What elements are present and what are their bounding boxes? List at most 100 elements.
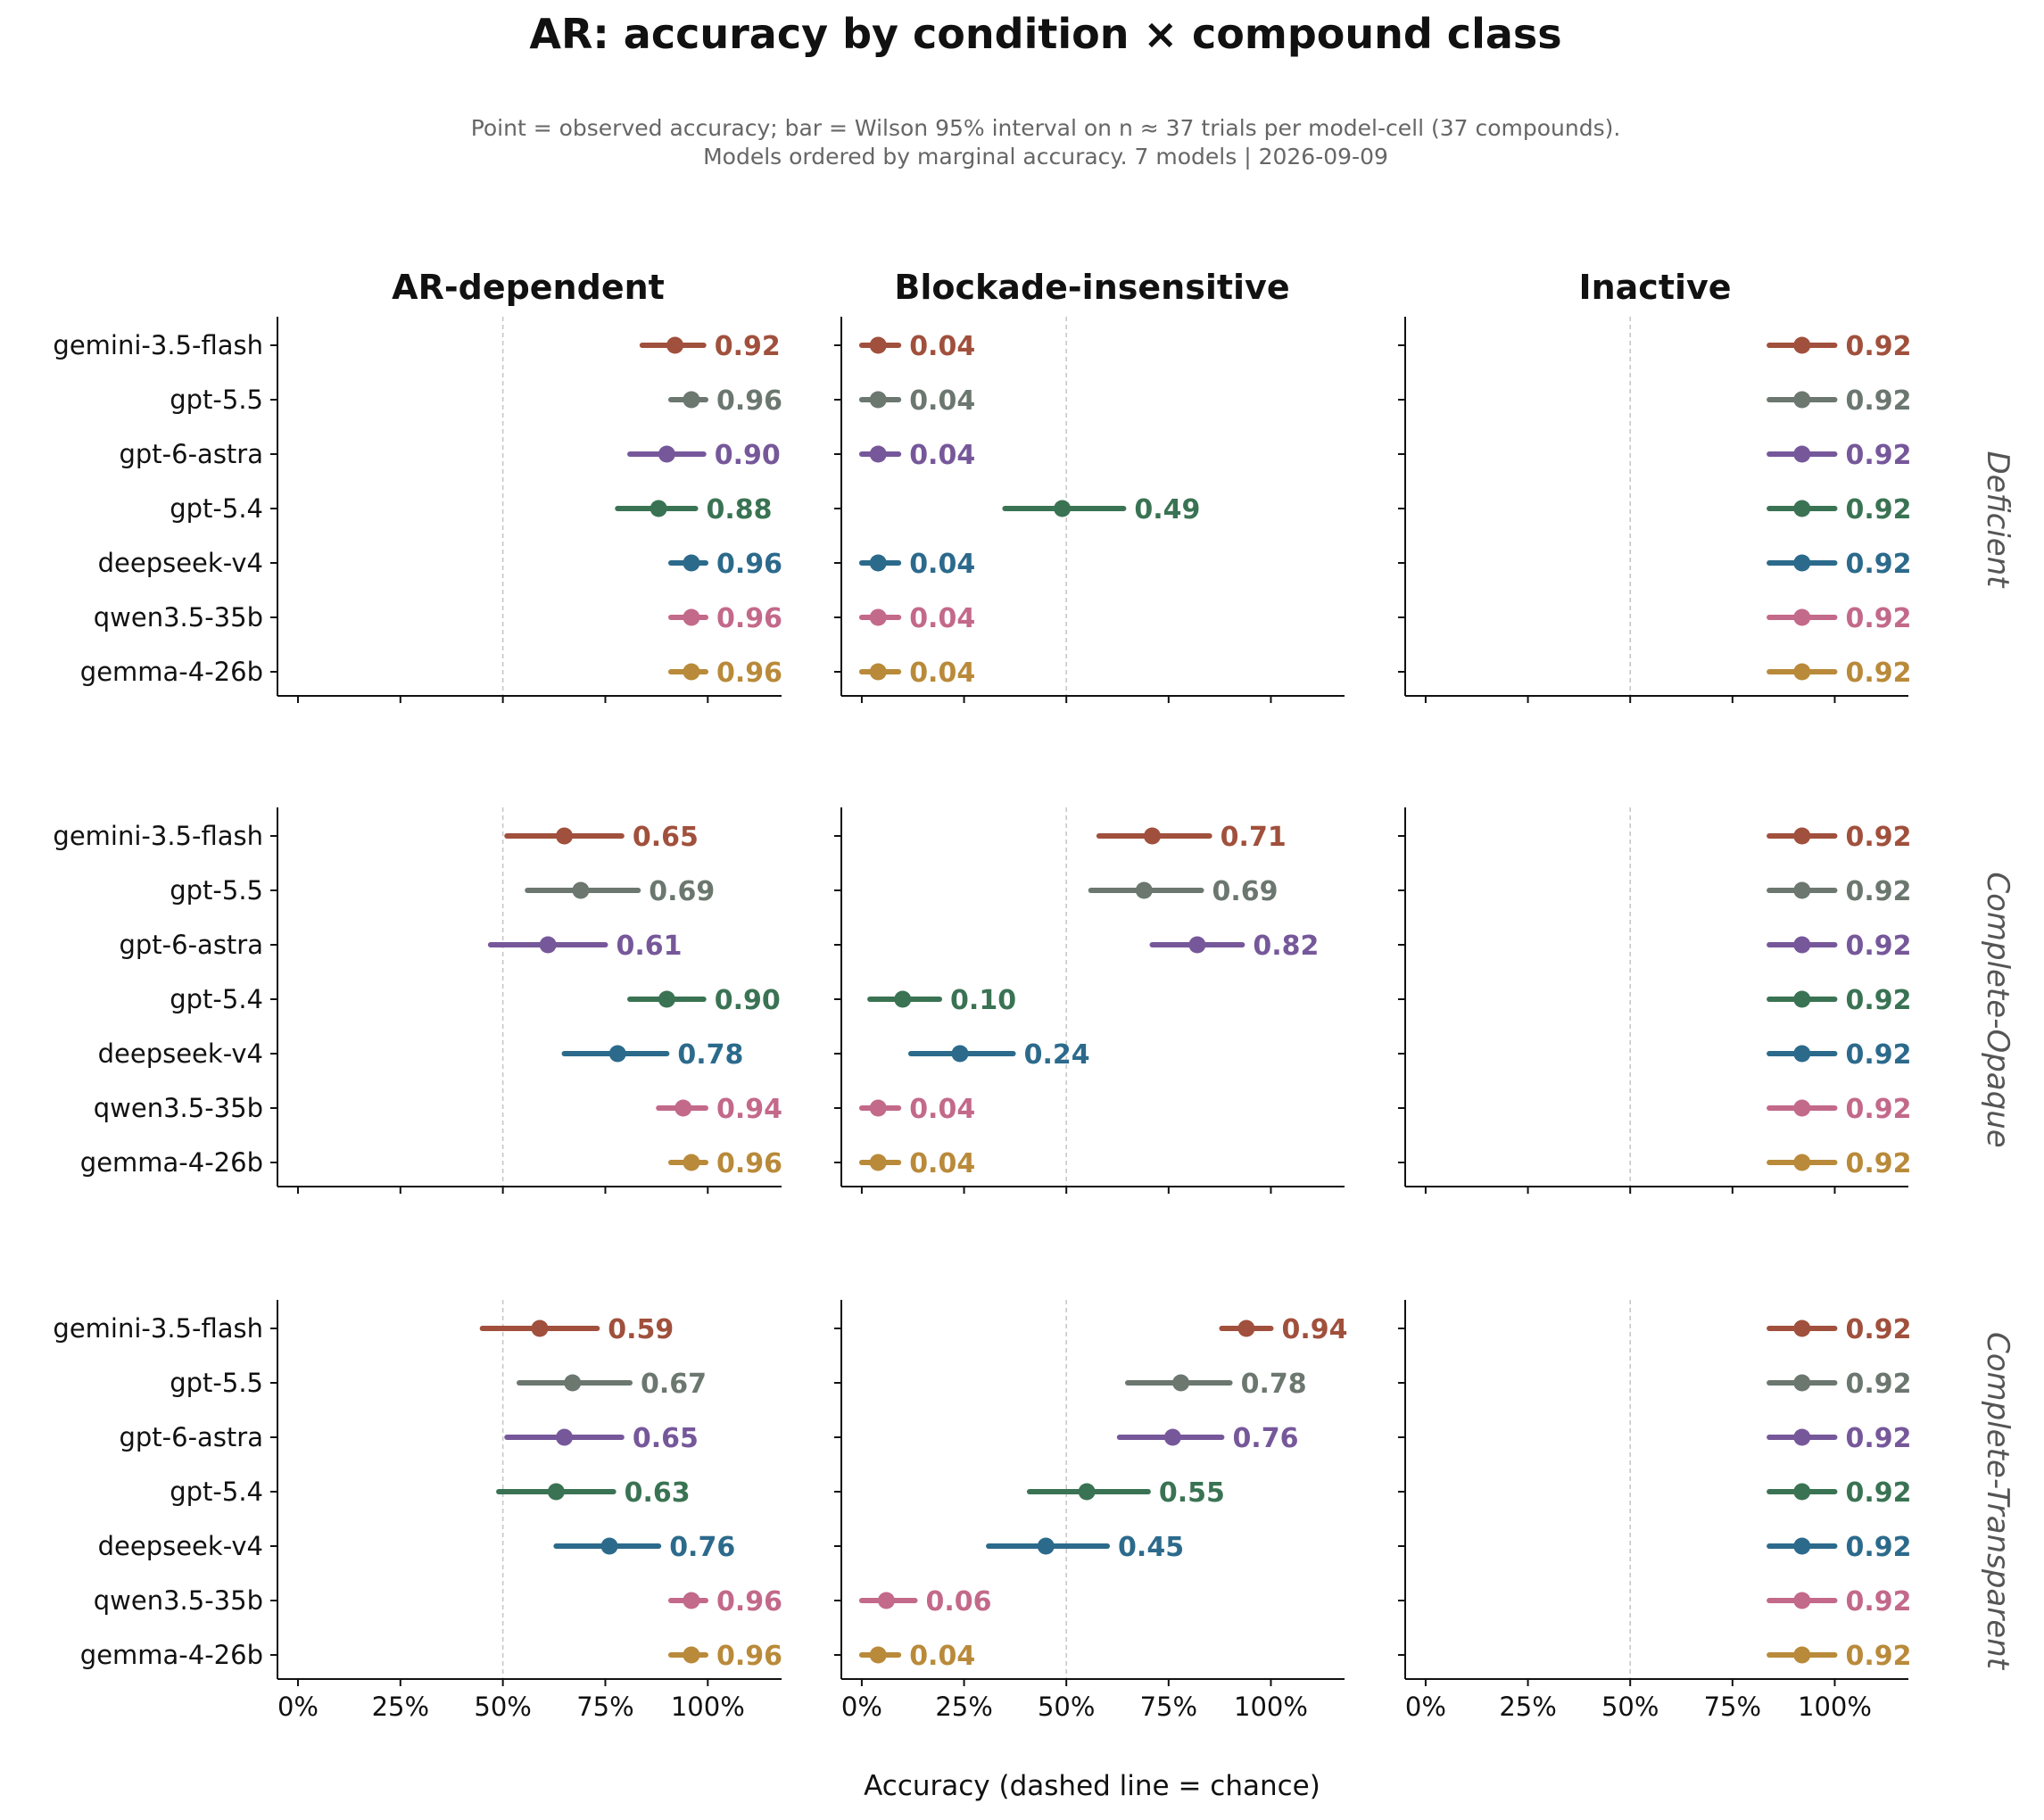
panel-deficient-ar-dependent-y-label-gpt-6-astra: gpt-6-astra: [119, 439, 263, 469]
panel-complete-opaque-inactive-value-label-gemini-3-5-flash: 0.92: [1845, 822, 1911, 853]
panel-complete-opaque-ar-dependent-point-deepseek-v4: [608, 1045, 626, 1063]
panel-deficient-inactive-point-gemma-4-26b: [1793, 663, 1811, 681]
panel-complete-transparent-blockade-insensitive-point-gpt-6-astra: [1163, 1428, 1181, 1446]
panel-deficient-ar-dependent-point-gpt-5-4: [650, 500, 667, 517]
panel-complete-opaque-ar-dependent-value-label-gemini-3-5-flash: 0.65: [633, 822, 699, 853]
panel-deficient-inactive-point-gpt-5-4: [1793, 500, 1811, 517]
panel-complete-transparent-blockade-insensitive-x-tick-label-0: 0%: [841, 1692, 882, 1722]
panel-complete-opaque-ar-dependent-y-label-gemini-3-5-flash: gemini-3.5-flash: [53, 821, 263, 851]
panel-complete-opaque-blockade-insensitive-value-label-deepseek-v4: 0.24: [1024, 1039, 1090, 1071]
chart-title: AR: accuracy by condition × compound cla…: [529, 10, 1561, 58]
panel-complete-transparent-ar-dependent-x-tick-label-4: 100%: [671, 1692, 745, 1722]
panel-complete-transparent-ar-dependent-value-label-gemini-3-5-flash: 0.59: [608, 1314, 674, 1345]
panel-complete-opaque-inactive-point-deepseek-v4: [1793, 1045, 1811, 1063]
panel-complete-transparent-inactive-value-label-gpt-5-4: 0.92: [1845, 1477, 1911, 1509]
panel-complete-transparent-ar-dependent-value-label-gemma-4-26b: 0.96: [716, 1641, 782, 1672]
panel-complete-opaque-inactive-value-label-gemma-4-26b: 0.92: [1845, 1148, 1911, 1179]
panel-complete-transparent-inactive-point-gemma-4-26b: [1793, 1646, 1811, 1664]
panel-complete-opaque-inactive-point-gpt-5-5: [1793, 881, 1811, 899]
panel-complete-transparent-blockade-insensitive-value-label-deepseek-v4: 0.45: [1118, 1532, 1184, 1563]
panel-complete-opaque-inactive-point-qwen3-5-35b: [1793, 1099, 1811, 1117]
panel-complete-opaque-ar-dependent-y-label-gpt-5-5: gpt-5.5: [170, 875, 263, 906]
panel-deficient-blockade-insensitive-value-label-gpt-5-5: 0.04: [909, 385, 975, 417]
panel-deficient-blockade-insensitive-value-label-deepseek-v4: 0.04: [909, 549, 975, 580]
panel-deficient-ar-dependent-value-label-gemma-4-26b: 0.96: [716, 658, 782, 689]
panel-deficient-ar-dependent-point-gemma-4-26b: [683, 663, 700, 681]
panel-complete-opaque-blockade-insensitive-point-gemini-3-5-flash: [1143, 827, 1161, 845]
panel-deficient-ar-dependent-y-label-gpt-5-4: gpt-5.4: [170, 493, 263, 524]
panel-complete-transparent-inactive-x-tick-label-4: 100%: [1798, 1692, 1872, 1722]
panel-deficient-inactive-value-label-gemma-4-26b: 0.92: [1845, 658, 1911, 689]
panel-complete-transparent-inactive: 0% 25% 50% 75% 100% 0.92 0.92 0.92 0.92 0.92 0.92 0…: [1398, 1300, 1911, 1722]
panel-complete-transparent-inactive-point-gemini-3-5-flash: [1793, 1320, 1811, 1337]
panel-complete-transparent-blockade-insensitive-x-tick-label-2: 50%: [1038, 1692, 1095, 1722]
panel-complete-opaque-ar-dependent-y-label-gpt-6-astra: gpt-6-astra: [119, 930, 263, 960]
panel-complete-opaque-blockade-insensitive-point-gpt-5-5: [1135, 881, 1153, 899]
panel-deficient-ar-dependent-point-deepseek-v4: [683, 554, 700, 572]
panel-deficient-ar-dependent-point-gpt-5-5: [683, 391, 700, 409]
panel-deficient-ar-dependent-point-gpt-6-astra: [658, 445, 675, 463]
panel-complete-transparent-ar-dependent-y-label-deepseek-v4: deepseek-v4: [98, 1531, 263, 1561]
panel-complete-transparent-inactive-x-tick-label-0: 0%: [1405, 1692, 1446, 1722]
facet-panels: gemini-3.5-flash 0.92 gpt-5.5 0.96 gpt-6-ast…: [53, 317, 1911, 1722]
panel-complete-transparent-blockade-insensitive-point-qwen3-5-35b: [877, 1592, 895, 1609]
panel-complete-opaque-ar-dependent-y-label-gemma-4-26b: gemma-4-26b: [80, 1147, 263, 1178]
panel-complete-opaque-ar-dependent-point-gemma-4-26b: [683, 1154, 700, 1171]
panel-complete-opaque-ar-dependent-value-label-gpt-5-5: 0.69: [649, 876, 715, 907]
panel-complete-opaque-ar-dependent-value-label-deepseek-v4: 0.78: [677, 1039, 743, 1071]
panel-complete-opaque-ar-dependent-point-gpt-5-4: [658, 990, 675, 1008]
panel-complete-transparent-ar-dependent-value-label-gpt-5-5: 0.67: [641, 1369, 707, 1400]
panel-complete-transparent-blockade-insensitive: 0% 25% 50% 75% 100% 0.94 0.78 0.760.55 0.45 0.06 0…: [834, 1300, 1347, 1722]
panel-complete-transparent-blockade-insensitive-value-label-gemma-4-26b: 0.04: [909, 1641, 975, 1672]
panel-complete-transparent-inactive-x-tick-label-2: 50%: [1601, 1692, 1659, 1722]
panel-complete-opaque-inactive-value-label-gpt-5-5: 0.92: [1845, 876, 1911, 907]
panel-complete-transparent-inactive-value-label-gemma-4-26b: 0.92: [1845, 1641, 1911, 1672]
panel-complete-opaque-blockade-insensitive-value-label-gemini-3-5-flash: 0.71: [1221, 822, 1287, 853]
panel-complete-transparent-inactive-value-label-gpt-6-astra: 0.92: [1845, 1423, 1911, 1454]
panel-deficient-ar-dependent: gemini-3.5-flash 0.92 gpt-5.5 0.96 gpt-6-ast…: [53, 317, 782, 703]
panel-complete-transparent-ar-dependent-value-label-qwen3-5-35b: 0.96: [716, 1586, 782, 1617]
panel-complete-transparent-ar-dependent-point-gpt-5-4: [547, 1483, 565, 1501]
panel-deficient-ar-dependent-value-label-qwen3-5-35b: 0.96: [716, 603, 782, 634]
panel-complete-transparent-blockade-insensitive-value-label-gpt-5-4: 0.55: [1159, 1477, 1225, 1509]
panel-deficient-blockade-insensitive-value-label-gpt-5-4: 0.49: [1134, 494, 1200, 525]
panel-complete-opaque-blockade-insensitive: 0.71 0.69 0.82 0.10 0.24 0.04 0.04: [834, 807, 1345, 1194]
panel-deficient-blockade-insensitive-point-gpt-6-astra: [869, 445, 887, 463]
panel-complete-opaque-blockade-insensitive-point-qwen3-5-35b: [869, 1099, 887, 1117]
panel-complete-transparent-ar-dependent-x-tick-label-3: 75%: [576, 1692, 633, 1722]
panel-complete-transparent-blockade-insensitive-value-label-gpt-5-5: 0.78: [1241, 1369, 1307, 1400]
panel-deficient-blockade-insensitive: 0.04 0.04 0.04 0.49 0.04 0.04 0.04: [834, 317, 1345, 703]
panel-complete-opaque-inactive-value-label-gpt-5-4: 0.92: [1845, 985, 1911, 1016]
panel-complete-transparent-inactive-value-label-deepseek-v4: 0.92: [1845, 1532, 1911, 1563]
panel-deficient-ar-dependent-value-label-gemini-3-5-flash: 0.92: [715, 331, 781, 362]
panel-complete-opaque-blockade-insensitive-point-gemma-4-26b: [869, 1154, 887, 1171]
panel-complete-transparent-blockade-insensitive-point-gpt-5-5: [1172, 1374, 1190, 1392]
panel-complete-transparent-blockade-insensitive-value-label-qwen3-5-35b: 0.06: [926, 1586, 992, 1617]
panel-complete-transparent-inactive-value-label-qwen3-5-35b: 0.92: [1845, 1586, 1911, 1617]
panel-complete-opaque-ar-dependent-y-label-deepseek-v4: deepseek-v4: [98, 1038, 263, 1069]
panel-deficient-inactive-value-label-gpt-5-4: 0.92: [1845, 494, 1911, 525]
x-axis-label: Accuracy (dashed line = chance): [864, 1770, 1320, 1802]
panel-complete-opaque-blockade-insensitive-point-deepseek-v4: [951, 1045, 969, 1063]
panel-complete-transparent-ar-dependent-y-label-gemma-4-26b: gemma-4-26b: [80, 1640, 263, 1670]
panel-complete-transparent-blockade-insensitive-point-deepseek-v4: [1037, 1537, 1055, 1555]
panel-complete-opaque-ar-dependent-point-qwen3-5-35b: [674, 1099, 692, 1117]
panel-complete-opaque-inactive-value-label-gpt-6-astra: 0.92: [1845, 931, 1911, 962]
panel-complete-opaque-ar-dependent-y-label-gpt-5-4: gpt-5.4: [170, 984, 263, 1014]
panel-complete-transparent-inactive-point-gpt-6-astra: [1793, 1428, 1811, 1446]
panel-complete-transparent-inactive-value-label-gemini-3-5-flash: 0.92: [1845, 1314, 1911, 1345]
panel-complete-transparent-ar-dependent-x-tick-label-1: 25%: [372, 1692, 429, 1722]
panel-complete-opaque-ar-dependent-value-label-gemma-4-26b: 0.96: [716, 1148, 782, 1179]
panel-complete-opaque-inactive-point-gemma-4-26b: [1793, 1154, 1811, 1171]
column-title-blockade-insensitive: Blockade-insensitive: [894, 268, 1289, 307]
panel-complete-transparent-inactive-x-tick-label-1: 25%: [1499, 1692, 1556, 1722]
row-title-deficient: Deficient: [1980, 451, 2015, 590]
panel-complete-opaque-ar-dependent: gemini-3.5-flash 0.65 gpt-5.5 0.69 gpt-6-ast…: [53, 807, 782, 1194]
panel-deficient-ar-dependent-y-label-qwen3-5-35b: qwen3.5-35b: [94, 602, 263, 633]
panel-deficient-ar-dependent-y-label-gpt-5-5: gpt-5.5: [170, 385, 263, 415]
panel-complete-transparent-ar-dependent-point-gpt-6-astra: [556, 1428, 574, 1446]
panel-deficient-blockade-insensitive-value-label-gemma-4-26b: 0.04: [909, 658, 975, 689]
panel-deficient-inactive-point-qwen3-5-35b: [1793, 608, 1811, 626]
panel-complete-opaque-ar-dependent-value-label-gpt-5-4: 0.90: [715, 985, 781, 1016]
panel-complete-transparent-blockade-insensitive-point-gpt-5-4: [1078, 1483, 1096, 1501]
